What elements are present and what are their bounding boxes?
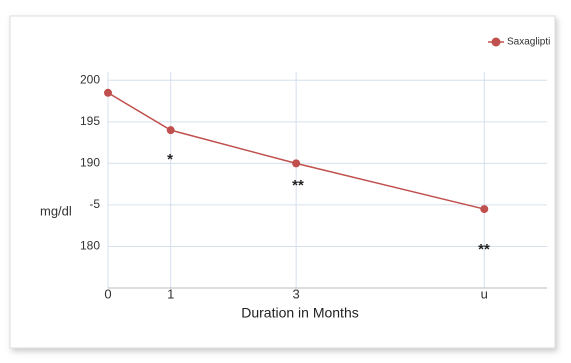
x-tick-label: 1 bbox=[167, 286, 174, 301]
y-tick-label: 190 bbox=[80, 156, 100, 170]
x-tick-label: u bbox=[481, 286, 488, 301]
y-tick-label: 195 bbox=[80, 114, 100, 128]
y-tick-label: 200 bbox=[80, 72, 100, 86]
series-line bbox=[107, 92, 485, 210]
x-tick-label: 3 bbox=[293, 286, 300, 301]
data-point bbox=[104, 88, 112, 97]
data-point bbox=[166, 126, 175, 135]
data-point bbox=[292, 159, 301, 168]
annotation: ** bbox=[478, 241, 490, 258]
x-axis-label: Duration in Months bbox=[241, 305, 359, 321]
y-axis-label: mg/dl bbox=[40, 203, 72, 218]
annotation: * bbox=[167, 151, 173, 168]
y-tick-label: -5 bbox=[89, 197, 100, 211]
y-tick-label: 180 bbox=[80, 239, 100, 253]
x-tick-label: 0 bbox=[104, 286, 111, 301]
chart-frame bbox=[9, 15, 556, 349]
legend-label: Saxaglipti bbox=[507, 37, 550, 48]
data-point bbox=[480, 205, 489, 214]
annotation: ** bbox=[292, 177, 304, 194]
